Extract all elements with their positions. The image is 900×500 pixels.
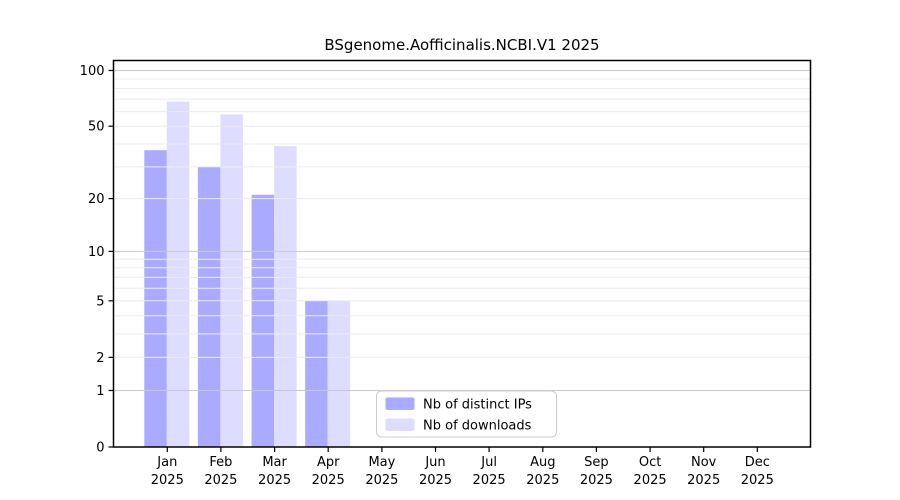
legend-label-nb-of-downloads: Nb of downloads xyxy=(423,418,532,433)
plot-border xyxy=(112,59,812,448)
bar-nb-of-distinct-ips-apr xyxy=(305,300,328,447)
gridlines-group xyxy=(113,70,811,391)
legend: Nb of distinct IPs Nb of downloads xyxy=(376,390,557,438)
x-tick-label-jan-year: 2025 xyxy=(151,473,184,488)
x-tick-label-nov-year: 2025 xyxy=(687,473,720,488)
bar-nb-of-distinct-ips-mar xyxy=(251,194,275,447)
bars-group xyxy=(144,101,351,448)
bar-nb-of-downloads-feb xyxy=(220,114,243,448)
legend-label-nb-of-distinct-ips: Nb of distinct IPs xyxy=(423,397,532,412)
x-tick-label-aug-year: 2025 xyxy=(526,473,559,488)
x-tick-label-jun: Jun xyxy=(424,455,445,470)
x-tick-label-apr-year: 2025 xyxy=(312,473,345,488)
x-tick-label-jul-year: 2025 xyxy=(473,473,506,488)
x-tick-label-dec-year: 2025 xyxy=(741,473,774,488)
x-tick-label-may: May xyxy=(368,455,395,470)
x-tick-label-sep: Sep xyxy=(584,455,609,470)
y-tick-label-100: 100 xyxy=(80,64,105,79)
y-tick-label-20: 20 xyxy=(88,192,105,207)
x-tick-label-jul: Jul xyxy=(480,455,497,470)
x-tick-label-sep-year: 2025 xyxy=(580,473,613,488)
x-tick-label-nov: Nov xyxy=(691,455,717,470)
bar-nb-of-distinct-ips-feb xyxy=(197,166,221,447)
x-tick-label-feb: Feb xyxy=(209,455,232,470)
y-tick-label-5: 5 xyxy=(96,294,104,309)
legend-swatch-nb-of-downloads xyxy=(385,418,415,431)
y-tick-label-10: 10 xyxy=(88,245,105,260)
bar-nb-of-downloads-jan xyxy=(166,101,190,447)
x-tick-label-oct: Oct xyxy=(639,455,661,470)
y-tick-label-0: 0 xyxy=(96,441,104,456)
x-tick-label-mar-year: 2025 xyxy=(258,473,291,488)
x-tick-label-apr: Apr xyxy=(317,455,340,470)
y-tick-label-50: 50 xyxy=(88,120,105,135)
x-tick-label-mar: Mar xyxy=(262,455,287,470)
y-tick-label-1: 1 xyxy=(96,384,104,399)
x-axis: Jan 2025 Feb 2025 Mar 2025 Apr 2025 May 2025 Jun 20… xyxy=(151,447,774,488)
x-tick-label-oct-year: 2025 xyxy=(634,473,667,488)
bar-nb-of-downloads-mar xyxy=(274,146,297,447)
x-tick-label-jan: Jan xyxy=(156,455,177,470)
chart-title: BSgenome.Aofficinalis.NCBI.V1 2025 xyxy=(324,36,600,54)
legend-swatch-nb-of-distinct-ips xyxy=(385,397,415,410)
x-tick-label-feb-year: 2025 xyxy=(204,473,237,488)
y-axis: 0 1 2 5 10 20 50 100 xyxy=(80,64,114,456)
x-tick-label-dec: Dec xyxy=(745,455,770,470)
x-tick-label-jun-year: 2025 xyxy=(419,473,452,488)
y-tick-label-2: 2 xyxy=(96,351,104,366)
x-tick-label-aug: Aug xyxy=(530,455,555,470)
legend-box xyxy=(376,390,557,438)
bar-nb-of-downloads-apr xyxy=(327,300,351,447)
x-tick-label-may-year: 2025 xyxy=(365,473,398,488)
bar-nb-of-distinct-ips-jan xyxy=(144,150,167,447)
